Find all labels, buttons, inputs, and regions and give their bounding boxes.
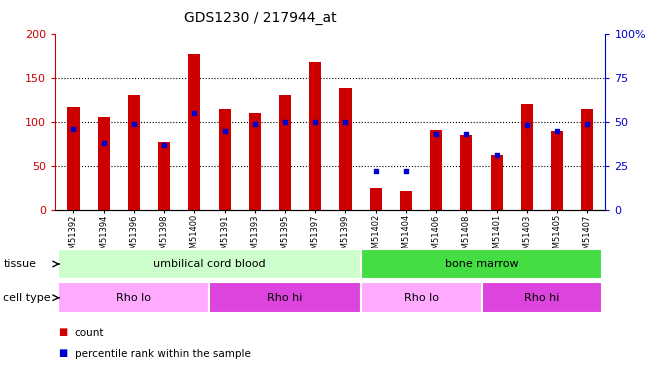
Bar: [361, 282, 482, 313]
Point: [492, 152, 502, 158]
Text: bone marrow: bone marrow: [445, 259, 518, 269]
Bar: [188, 54, 201, 210]
Text: umbilical cord blood: umbilical cord blood: [153, 259, 266, 269]
Bar: [210, 282, 361, 313]
Bar: [98, 117, 110, 210]
Bar: [128, 94, 140, 210]
Text: ■: ■: [59, 327, 68, 338]
Bar: [581, 109, 593, 210]
Bar: [339, 88, 352, 210]
Text: Rho hi: Rho hi: [524, 293, 560, 303]
Point: [552, 128, 562, 134]
Bar: [551, 131, 563, 210]
Bar: [430, 130, 442, 210]
Point: [280, 119, 290, 125]
Point: [310, 119, 320, 125]
Text: cell type: cell type: [3, 293, 51, 303]
Point: [159, 142, 169, 148]
Point: [189, 110, 200, 116]
Bar: [158, 142, 170, 210]
Point: [98, 140, 109, 146]
Bar: [400, 192, 412, 210]
Bar: [361, 249, 602, 279]
Bar: [59, 249, 361, 279]
Text: percentile rank within the sample: percentile rank within the sample: [75, 349, 251, 359]
Text: GDS1230 / 217944_at: GDS1230 / 217944_at: [184, 11, 337, 25]
Bar: [460, 135, 473, 210]
Point: [431, 131, 441, 137]
Text: Rho lo: Rho lo: [404, 293, 439, 303]
Bar: [68, 107, 79, 210]
Bar: [309, 62, 322, 210]
Point: [582, 121, 592, 127]
Bar: [482, 282, 602, 313]
Point: [68, 126, 79, 132]
Point: [219, 128, 230, 134]
Point: [340, 119, 351, 125]
Bar: [491, 155, 503, 210]
Point: [129, 121, 139, 127]
Point: [521, 122, 532, 128]
Bar: [219, 109, 230, 210]
Text: ■: ■: [59, 348, 68, 358]
Bar: [279, 96, 291, 210]
Bar: [59, 282, 210, 313]
Point: [249, 121, 260, 127]
Point: [461, 131, 471, 137]
Text: Rho hi: Rho hi: [268, 293, 303, 303]
Point: [370, 168, 381, 174]
Text: Rho lo: Rho lo: [117, 293, 152, 303]
Bar: [521, 104, 533, 210]
Point: [401, 168, 411, 174]
Bar: [370, 188, 381, 210]
Bar: [249, 113, 261, 210]
Text: count: count: [75, 328, 104, 338]
Text: tissue: tissue: [3, 259, 36, 269]
